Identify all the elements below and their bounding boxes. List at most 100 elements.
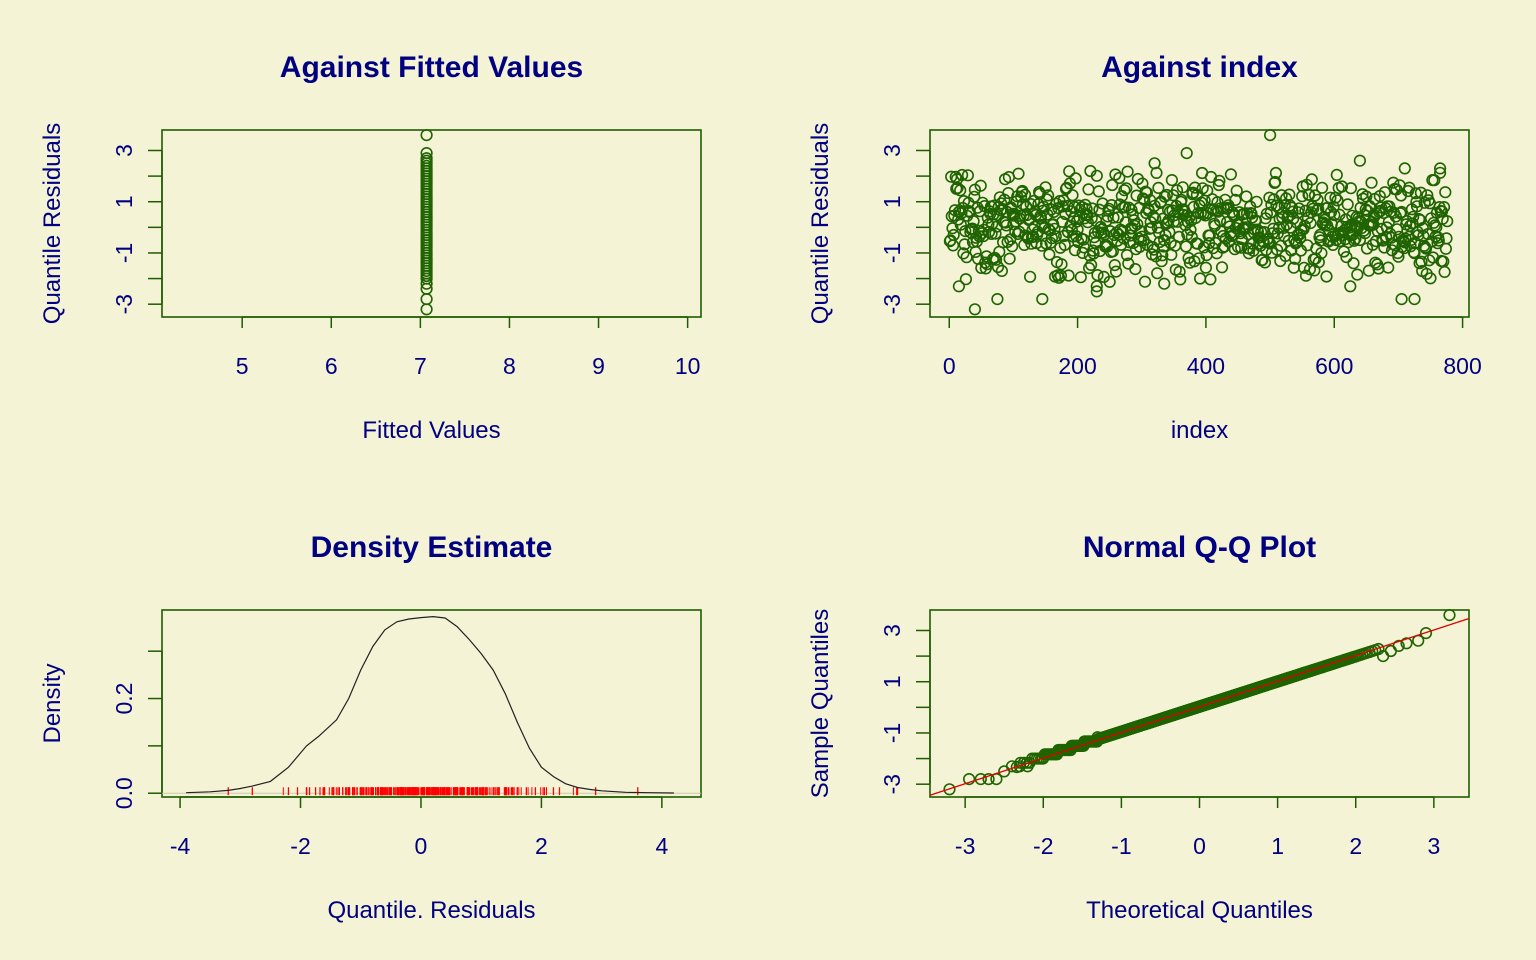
data-point xyxy=(1111,234,1124,247)
scatter-points xyxy=(943,608,1456,796)
data-point xyxy=(955,168,969,182)
x-axis-label: Quantile. Residuals xyxy=(327,897,535,924)
data-point xyxy=(954,184,967,197)
data-point xyxy=(1179,240,1193,253)
data-point xyxy=(1131,218,1144,231)
data-point xyxy=(991,260,1005,274)
y-axis-label: Quantile Residuals xyxy=(807,123,834,324)
data-point xyxy=(1055,258,1068,271)
data-point xyxy=(1229,193,1242,206)
data-point xyxy=(1347,257,1360,270)
data-point xyxy=(951,181,964,194)
y-tick-label: -3 xyxy=(111,294,137,314)
data-point xyxy=(959,273,973,286)
data-point xyxy=(1372,262,1385,275)
y-tick-label: -3 xyxy=(879,774,905,794)
y-tick-label: -3 xyxy=(879,294,905,314)
data-point xyxy=(1292,202,1306,215)
x-tick-label: 10 xyxy=(675,353,701,379)
data-point xyxy=(1004,233,1017,246)
data-point xyxy=(1421,189,1434,202)
data-point xyxy=(1344,280,1357,293)
data-point xyxy=(1165,174,1178,187)
data-point xyxy=(1340,251,1353,264)
data-point xyxy=(1432,234,1445,247)
data-point xyxy=(1120,182,1133,195)
data-point xyxy=(1409,187,1422,200)
data-point xyxy=(1103,275,1116,288)
data-point xyxy=(1021,760,1034,773)
data-point xyxy=(1351,268,1364,281)
data-point xyxy=(1113,171,1126,185)
data-point xyxy=(1019,229,1032,242)
y-axis-label: Sample Quantiles xyxy=(807,609,834,798)
data-point xyxy=(1174,273,1187,286)
data-point xyxy=(1054,269,1067,282)
data-point xyxy=(1398,162,1411,175)
x-tick-label: 7 xyxy=(414,353,427,379)
data-point xyxy=(1127,214,1141,227)
data-point xyxy=(1263,129,1277,142)
data-point xyxy=(1328,209,1341,222)
data-point xyxy=(1013,225,1026,238)
data-point xyxy=(1080,203,1093,216)
y-axis-label: Density xyxy=(39,663,66,743)
scatter-points xyxy=(420,129,433,316)
data-point xyxy=(420,277,433,290)
data-point xyxy=(1387,176,1400,189)
data-point xyxy=(959,225,972,238)
data-point xyxy=(1158,190,1171,203)
data-point xyxy=(1437,201,1451,214)
data-point xyxy=(1069,172,1082,185)
data-point xyxy=(1366,238,1379,251)
data-point xyxy=(1392,250,1405,263)
data-point xyxy=(1347,234,1361,247)
data-point xyxy=(1228,243,1241,256)
data-point xyxy=(1421,228,1434,241)
data-point xyxy=(1230,184,1243,197)
x-tick-label: -4 xyxy=(170,833,191,859)
data-point xyxy=(1091,269,1104,282)
y-tick-label: 1 xyxy=(879,675,905,688)
data-point xyxy=(1124,229,1137,242)
chart-title: Density Estimate xyxy=(311,531,553,564)
x-tick-label: 2 xyxy=(1349,833,1362,859)
data-point xyxy=(1176,181,1189,194)
x-axis-label: Fitted Values xyxy=(362,417,500,444)
data-point xyxy=(989,253,1003,266)
data-point xyxy=(1172,230,1186,243)
data-point xyxy=(1408,293,1421,306)
data-point xyxy=(1424,272,1437,285)
data-point xyxy=(1048,222,1061,235)
data-point xyxy=(1349,232,1362,245)
data-point xyxy=(1439,186,1452,199)
data-point xyxy=(1120,249,1134,262)
data-point xyxy=(1330,168,1343,181)
data-point xyxy=(1199,209,1212,222)
y-tick-label: 0.2 xyxy=(111,683,137,715)
data-point xyxy=(1148,157,1161,170)
data-point xyxy=(1039,181,1052,194)
data-point xyxy=(1170,184,1184,197)
data-point xyxy=(1400,637,1413,650)
x-tick-label: -2 xyxy=(290,833,310,859)
plot-frame xyxy=(161,609,702,798)
data-point xyxy=(1311,193,1324,206)
data-point xyxy=(969,245,982,258)
chart-title: Normal Q-Q Plot xyxy=(1083,531,1316,564)
qq-reference-line xyxy=(929,617,1470,796)
data-point xyxy=(420,129,433,142)
data-point xyxy=(1151,267,1164,280)
data-point xyxy=(1106,245,1119,258)
data-point xyxy=(1156,249,1169,262)
data-point xyxy=(1041,189,1055,202)
data-point xyxy=(1093,203,1106,216)
data-point xyxy=(1279,192,1293,205)
data-point xyxy=(974,179,987,192)
data-point xyxy=(1233,206,1246,219)
data-point xyxy=(1256,253,1269,266)
data-point xyxy=(1298,219,1311,232)
data-point xyxy=(979,256,992,269)
data-point xyxy=(947,228,960,242)
